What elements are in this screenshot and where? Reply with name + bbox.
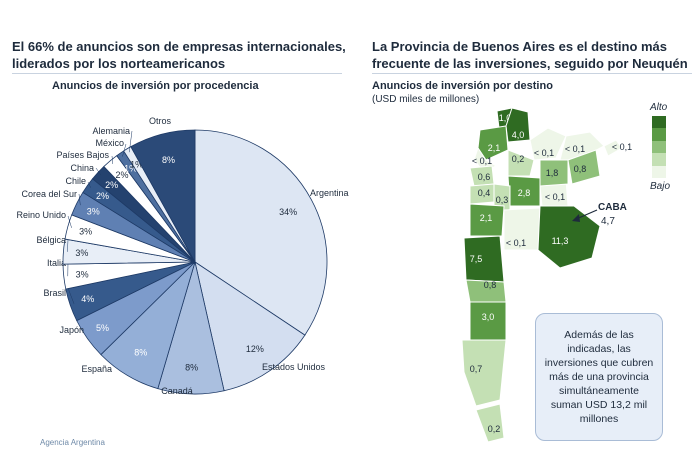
map-chart-title: Anuncios de inversión por destino <box>372 80 553 92</box>
legend-low-label: Bajo <box>650 181 671 192</box>
pie-pct-label: 34% <box>279 207 297 217</box>
pie-category-label: Argentina <box>310 188 349 198</box>
pie-pct-label: 5% <box>96 323 109 333</box>
pie-category-label: Corea del Sur <box>21 189 77 199</box>
footer-logo-text: Agencia Argentina <box>40 438 105 447</box>
map-province <box>505 107 531 143</box>
pie-leader-line <box>67 287 75 304</box>
pie-category-label: Otros <box>149 116 172 126</box>
map-value-label: 0,7 <box>470 364 483 374</box>
map-value-label: 2,1 <box>480 213 493 223</box>
map-value-label: < 0,1 <box>472 156 492 166</box>
map-value-label: 0,3 <box>496 195 509 205</box>
note-box: Además de las indicadas, las inversiones… <box>535 313 663 441</box>
legend-step-2 <box>652 140 666 154</box>
pie-pct-label: 8% <box>162 155 175 165</box>
map-value-label: 1,0 <box>499 113 512 123</box>
pie-pct-label: 3% <box>76 270 89 280</box>
pie-pct-label: 1% <box>124 163 137 173</box>
pie-leader-line <box>129 130 133 153</box>
pie-category-label: Países Bajos <box>56 150 109 160</box>
pie-pct-label: 1% <box>130 160 143 170</box>
pie-category-label: Estados Unidos <box>262 362 326 372</box>
pie-leader-line <box>111 155 113 164</box>
legend-high-label: Alto <box>650 102 668 113</box>
legend-step-1 <box>652 153 666 166</box>
pie-chart-title: Anuncios de inversión por procedencia <box>52 80 259 92</box>
pie-pct-label: 12% <box>246 344 264 354</box>
map-value-label: 0,2 <box>488 424 501 434</box>
map-province <box>539 159 569 187</box>
note-text: Además de las indicadas, las inversiones… <box>544 329 654 425</box>
pie-leader-line <box>95 167 102 176</box>
map-value-label: 0,4 <box>478 188 491 198</box>
map-value-label: 0,8 <box>574 164 587 174</box>
legend-step-0 <box>652 165 666 179</box>
pie-category-label: Bélgica <box>36 235 66 245</box>
pie-pct-label: 8% <box>134 348 147 358</box>
pie-leader-line <box>78 193 81 206</box>
map-value-label: 0,8 <box>484 280 497 290</box>
pie-slice-estados-unidos <box>194 261 306 392</box>
legend-gradient <box>652 116 666 179</box>
map-value-label: < 0,1 <box>534 148 554 158</box>
map-province <box>529 127 567 161</box>
pie-leader-line <box>67 239 69 252</box>
map-value-label: < 0,1 <box>565 144 585 154</box>
map-value-label: 0,2 <box>512 154 525 164</box>
map-province <box>475 403 505 443</box>
pie-category-label: Brasil <box>43 288 66 298</box>
map-value-label: 0,6 <box>478 172 491 182</box>
left-panel-title: El 66% de anuncios son de empresas inter… <box>12 39 346 71</box>
map-province <box>507 149 535 177</box>
map-province <box>567 149 601 185</box>
caba-value: 4,7 <box>601 216 615 227</box>
pie-category-label: Alemania <box>92 126 130 136</box>
pie-pct-label: 3% <box>79 227 92 237</box>
pie-category-label: China <box>70 163 94 173</box>
caba-arrow-head <box>572 214 580 222</box>
map-value-label: 2,8 <box>518 188 531 198</box>
pie-pct-label: 3% <box>75 248 88 258</box>
pie-category-label: España <box>81 364 112 374</box>
pie-category-label: México <box>95 138 124 148</box>
map-value-label: 1,8 <box>546 168 559 178</box>
pie-pct-label: 8% <box>185 363 198 373</box>
pie-slice-otros <box>130 129 196 264</box>
pie-leader-line <box>67 215 72 228</box>
pie-category-label: Italia <box>47 258 66 268</box>
pie-category-label: Japón <box>59 325 84 335</box>
map-province <box>461 339 507 407</box>
pie-pct-label: 2% <box>105 180 118 190</box>
map-value-label: < 0,1 <box>545 192 565 202</box>
pie-leader-line <box>87 181 91 188</box>
caba-name: CABA <box>598 202 627 213</box>
pie-pct-label: 2% <box>116 170 129 180</box>
map-province <box>603 139 623 157</box>
map-province <box>537 205 601 269</box>
map-value-label: < 0,1 <box>612 142 632 152</box>
map-value-label: 2,1 <box>488 143 501 153</box>
pie-pct-label: 3% <box>87 207 100 217</box>
left-divider <box>12 73 342 74</box>
map-province <box>477 125 509 161</box>
pie-pct-label: 4% <box>81 294 94 304</box>
right-divider <box>372 73 692 74</box>
pie-category-label: Canadá <box>161 386 193 396</box>
map-value-label: < 0,1 <box>506 238 526 248</box>
map-unit-label: (USD miles de millones) <box>372 94 480 105</box>
map-value-label: 7,5 <box>470 254 483 264</box>
map-value-label: 4,0 <box>512 130 525 140</box>
right-panel-title: La Provincia de Buenos Aires es el desti… <box>372 39 688 71</box>
pie-category-label: Chile <box>65 176 86 186</box>
pie-pct-label: 2% <box>96 191 109 201</box>
legend-step-3 <box>652 128 666 141</box>
legend-step-4 <box>652 116 666 129</box>
map-province <box>469 203 505 237</box>
pie-category-label: Reino Unido <box>16 210 66 220</box>
map-value-label: 11,3 <box>552 236 569 246</box>
map-value-label: 3,0 <box>482 312 495 322</box>
